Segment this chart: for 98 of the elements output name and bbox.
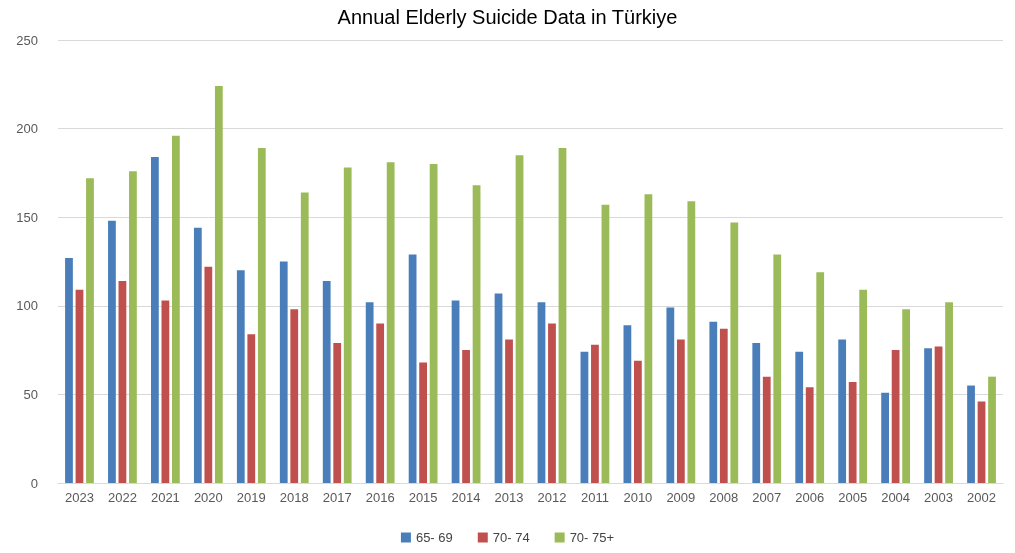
bar bbox=[676, 339, 685, 483]
x-tick-label: 2006 bbox=[795, 490, 825, 505]
bar bbox=[795, 351, 804, 483]
bar bbox=[429, 164, 438, 483]
x-tick-label: 2015 bbox=[408, 490, 438, 505]
bar bbox=[666, 307, 675, 483]
x-tick-label: 2018 bbox=[279, 490, 309, 505]
x-tick-label: 2005 bbox=[838, 490, 868, 505]
bar bbox=[762, 376, 771, 483]
bar bbox=[881, 392, 889, 483]
y-tick-label: 200 bbox=[16, 121, 38, 137]
bar bbox=[902, 309, 910, 483]
bar bbox=[719, 328, 728, 483]
y-tick-label: 250 bbox=[16, 32, 38, 48]
bar bbox=[462, 350, 470, 483]
bar bbox=[634, 360, 642, 483]
bar bbox=[891, 350, 900, 483]
bar bbox=[290, 309, 299, 483]
x-tick-label: 2022 bbox=[107, 490, 137, 505]
x-tick-label: 2021 bbox=[150, 490, 180, 505]
bar bbox=[977, 401, 986, 483]
bar bbox=[257, 148, 266, 483]
y-tick-label: 50 bbox=[23, 386, 38, 402]
bar bbox=[848, 382, 857, 483]
bar bbox=[161, 300, 170, 483]
x-tick-label: 2004 bbox=[881, 490, 911, 505]
bar bbox=[322, 280, 331, 483]
legend-label: 70- 74 bbox=[492, 530, 530, 545]
bar bbox=[386, 162, 395, 483]
bar bbox=[934, 346, 943, 483]
bar bbox=[494, 293, 503, 483]
x-tick-label: 2016 bbox=[365, 490, 395, 505]
bar bbox=[580, 351, 589, 483]
bar bbox=[118, 280, 127, 483]
bar bbox=[247, 334, 256, 483]
bar bbox=[838, 339, 847, 483]
x-tick-label: 2003 bbox=[924, 490, 954, 505]
bar bbox=[472, 185, 481, 483]
bar bbox=[752, 343, 761, 483]
bar bbox=[408, 254, 417, 483]
bar bbox=[172, 135, 180, 483]
x-tick-label: 2020 bbox=[193, 490, 223, 505]
bar bbox=[343, 167, 352, 483]
y-tick-label: 150 bbox=[16, 209, 38, 225]
x-tick-label: 2002 bbox=[967, 490, 996, 505]
bar bbox=[204, 266, 213, 483]
x-tick-label: 2011 bbox=[580, 490, 609, 505]
bar bbox=[365, 302, 374, 483]
chart-title: Annual Elderly Suicide Data in Türkiye bbox=[337, 6, 678, 28]
bar bbox=[644, 194, 653, 483]
bar bbox=[591, 344, 599, 483]
bar bbox=[515, 155, 524, 483]
x-tick-label: 2017 bbox=[322, 490, 352, 505]
bar bbox=[279, 261, 288, 483]
bar bbox=[967, 385, 975, 483]
bar bbox=[333, 343, 342, 483]
bar bbox=[709, 321, 718, 483]
y-tick-label: 0 bbox=[30, 475, 38, 491]
bar bbox=[623, 325, 632, 483]
bar bbox=[214, 86, 223, 483]
bar bbox=[419, 362, 427, 483]
x-tick-label: 2019 bbox=[236, 490, 266, 505]
bar bbox=[730, 222, 739, 483]
x-tick-label: 2008 bbox=[709, 490, 739, 505]
bar bbox=[65, 257, 73, 483]
bar bbox=[376, 323, 385, 483]
bar bbox=[548, 323, 556, 483]
bar bbox=[129, 171, 137, 483]
bar bbox=[687, 201, 696, 483]
x-tick-label: 2014 bbox=[451, 490, 481, 505]
bar bbox=[537, 302, 546, 483]
bar bbox=[773, 254, 782, 483]
x-tick-label: 2012 bbox=[537, 490, 567, 505]
bar bbox=[859, 289, 868, 483]
bar bbox=[108, 220, 116, 483]
bar bbox=[505, 339, 513, 483]
bar bbox=[558, 148, 567, 483]
bar bbox=[816, 272, 825, 483]
legend-label: 65- 69 bbox=[415, 530, 453, 545]
bar bbox=[988, 376, 996, 483]
bar bbox=[805, 387, 814, 483]
bar bbox=[193, 227, 202, 483]
bar bbox=[924, 348, 932, 483]
bar bbox=[75, 289, 84, 483]
bar bbox=[86, 178, 94, 483]
bar bbox=[601, 204, 610, 483]
bar bbox=[451, 300, 460, 483]
bar bbox=[236, 270, 245, 483]
x-tick-label: 2023 bbox=[65, 490, 94, 505]
x-tick-label: 2007 bbox=[752, 490, 782, 505]
y-tick-label: 100 bbox=[16, 298, 38, 314]
bar bbox=[300, 192, 309, 483]
bar bbox=[945, 302, 953, 483]
x-tick-label: 2010 bbox=[623, 490, 653, 505]
legend-label: 70- 75+ bbox=[569, 530, 615, 545]
x-tick-label: 2013 bbox=[494, 490, 524, 505]
x-tick-label: 2009 bbox=[666, 490, 696, 505]
bar bbox=[151, 156, 159, 483]
